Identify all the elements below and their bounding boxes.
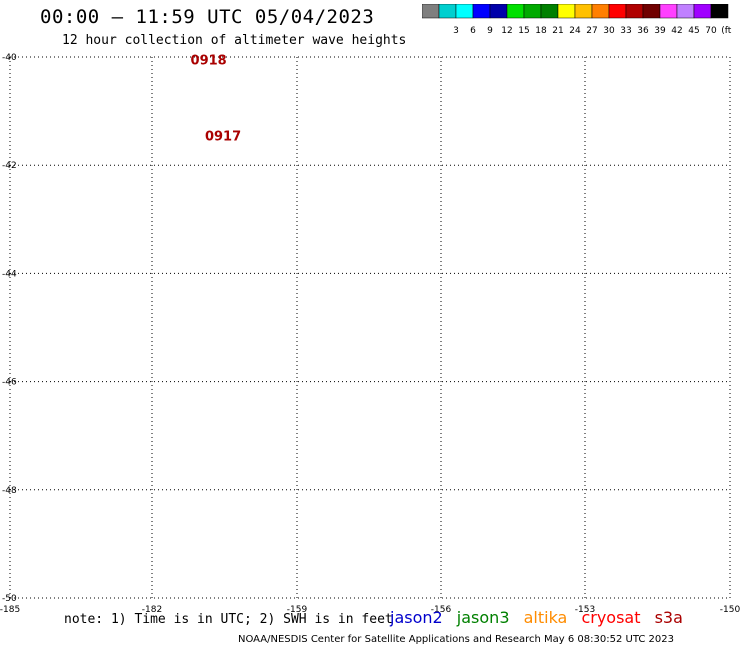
- chart-title: 00:00 – 11:59 UTC 05/04/2023: [40, 6, 375, 28]
- x-tick-label: -153: [575, 605, 595, 615]
- x-tick-label: -159: [287, 605, 308, 615]
- legend-tick-label: 21: [552, 26, 563, 36]
- legend-tick-label: 42: [671, 26, 682, 36]
- legend-tick-label: 45: [688, 26, 699, 36]
- legend-tick-label: 6: [470, 26, 476, 36]
- satellite-s3a: s3a: [654, 608, 683, 627]
- legend-tick-label: 9: [487, 26, 493, 36]
- legend-tick-label: 3: [453, 26, 459, 36]
- y-tick-label: -40: [2, 53, 17, 63]
- legend-tick-label: 24: [569, 26, 581, 36]
- satellite-jason2: jason2: [390, 608, 443, 627]
- legend-tick-label: 27: [586, 26, 597, 36]
- satellite-altika: altika: [523, 608, 568, 627]
- satellite-cryosat: cryosat: [581, 608, 641, 627]
- x-tick-label: -185: [0, 605, 20, 615]
- legend-tick-label: 30: [603, 26, 615, 36]
- credit-line: NOAA/NESDIS Center for Satellite Applica…: [238, 634, 674, 645]
- x-tick-label: -150: [720, 605, 740, 615]
- pass-time-label: 0918: [191, 54, 227, 69]
- legend-tick-label: 36: [637, 26, 649, 36]
- pass-time-label: 0917: [205, 129, 241, 144]
- legend-tick-label: 33: [620, 26, 631, 36]
- y-tick-label: -42: [2, 161, 17, 171]
- satellite-legend: jason2 jason3 altika cryosat s3a: [390, 608, 692, 627]
- legend-tick-label: 15: [518, 26, 529, 36]
- legend-tick-label: (ft): [721, 26, 732, 36]
- y-tick-label: -46: [2, 378, 17, 388]
- legend-tick-label: 70: [705, 26, 717, 36]
- footnote: note: 1) Time is in UTC; 2) SWH is in fe…: [64, 612, 393, 627]
- x-tick-label: -182: [142, 605, 162, 615]
- satellite-jason3: jason3: [456, 608, 510, 627]
- y-tick-label: -50: [2, 594, 17, 604]
- x-tick-label: -156: [431, 605, 452, 615]
- legend-tick-label: 12: [501, 26, 512, 36]
- legend-swatch: [710, 3, 729, 19]
- legend-tick-label: 39: [654, 26, 666, 36]
- chart-subtitle: 12 hour collection of altimeter wave hei…: [62, 33, 407, 48]
- y-tick-label: -44: [2, 269, 17, 279]
- y-tick-label: -48: [2, 486, 17, 496]
- legend-tick-label: 18: [535, 26, 547, 36]
